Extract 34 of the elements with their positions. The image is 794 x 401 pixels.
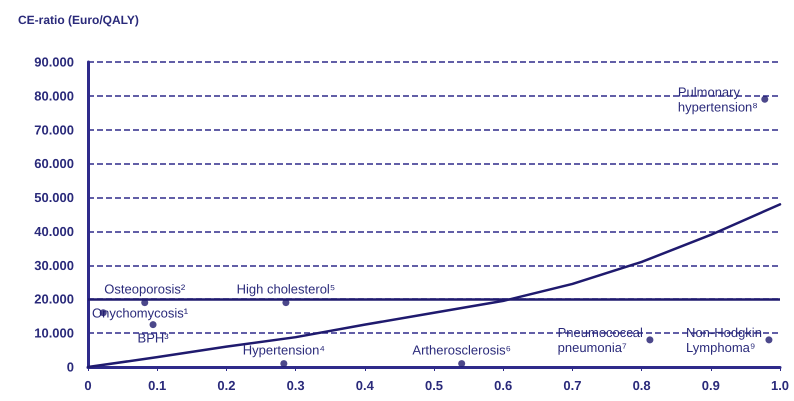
x-tick-label: 0.6 xyxy=(494,378,512,393)
y-tick-label: 30.000 xyxy=(34,258,74,273)
point xyxy=(280,360,288,368)
y-tick-label: 40.000 xyxy=(34,224,74,239)
x-tick-label: 0.3 xyxy=(286,378,305,393)
annotation: BPH³ xyxy=(138,330,170,346)
point xyxy=(458,360,466,368)
annotation: High cholesterol⁵ xyxy=(236,282,336,297)
x-tick-label: 0.1 xyxy=(148,378,166,393)
x-tick-label: 1.0 xyxy=(770,378,790,393)
x-tick-label: 0.5 xyxy=(424,378,444,393)
point xyxy=(765,336,772,344)
y-tick-label: 80.000 xyxy=(34,88,74,104)
y-tick-label: 90.000 xyxy=(34,54,74,70)
x-tick-label: 0.7 xyxy=(563,378,582,393)
x-tick-label: 0.9 xyxy=(702,378,720,393)
x-tick-label: 0.8 xyxy=(632,378,651,393)
x-tick-label: 0.2 xyxy=(217,378,236,393)
annotation: Artherosclerosis⁶ xyxy=(412,342,511,358)
annotation: Pulmonary hypertension⁸ xyxy=(678,84,758,114)
x-tick-label: 0 xyxy=(84,378,92,393)
y-tick-label: 20.000 xyxy=(34,292,74,307)
annotation: Hypertension⁴ xyxy=(242,342,325,358)
point xyxy=(761,96,768,103)
y-axis-title: CE-ratio (Euro/QALY) xyxy=(18,13,139,27)
annotation: Osteoporosis² xyxy=(104,282,186,297)
point xyxy=(646,336,654,344)
point xyxy=(150,321,157,328)
y-tick-label: 0 xyxy=(66,360,74,374)
y-tick-label: 60.000 xyxy=(34,156,74,172)
y-tick-label: 50.000 xyxy=(34,190,74,206)
x-tick-label: 0.4 xyxy=(356,378,375,393)
y-tick-label: 10.000 xyxy=(34,326,74,341)
y-tick-label: 70.000 xyxy=(34,122,74,138)
